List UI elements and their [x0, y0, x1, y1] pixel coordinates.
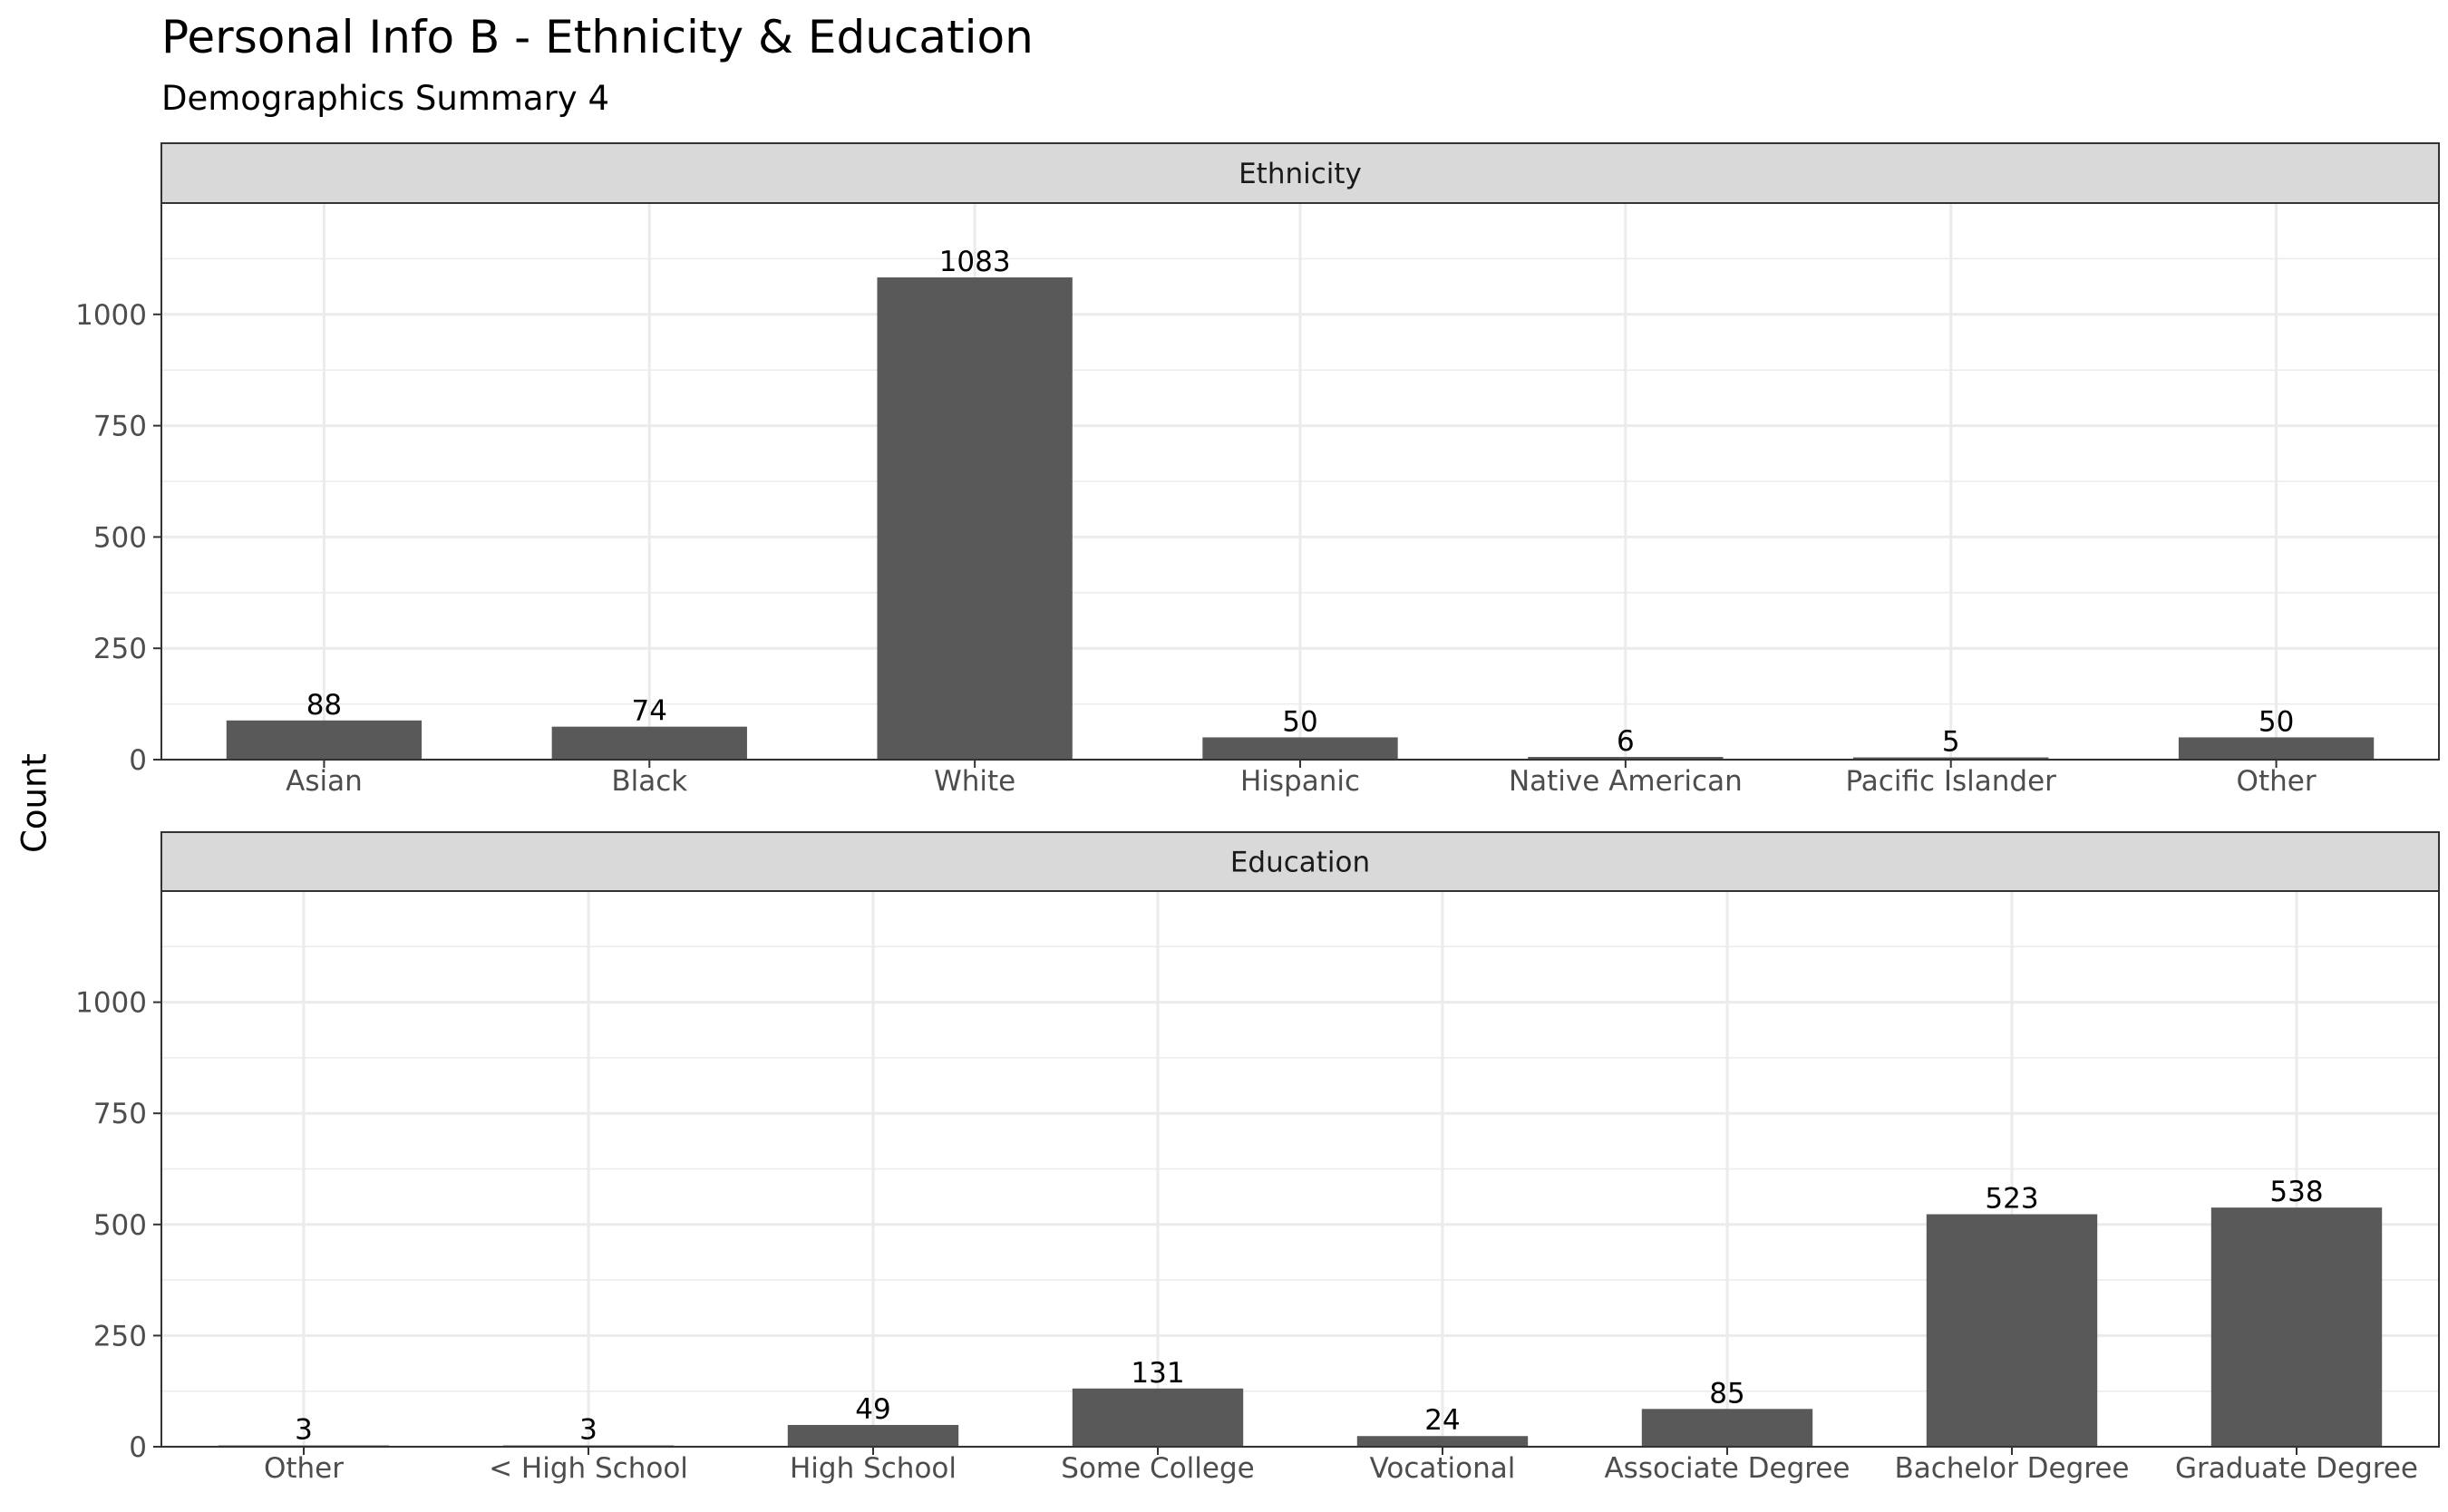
bar-education [2210, 1207, 2383, 1447]
bar-ethnicity [226, 720, 423, 760]
x-tick-label: Bachelor Degree [1894, 1452, 2129, 1485]
data-label: 1083 [939, 246, 1011, 278]
data-label: 50 [2259, 705, 2294, 738]
facet-strip-label: Ethnicity [1239, 158, 1362, 190]
y-tick-label: 1000 [75, 299, 147, 332]
bar-ethnicity [1202, 737, 1398, 760]
bar-education [787, 1424, 959, 1447]
chart-title: Personal Info B - Ethnicity & Education [161, 11, 1034, 63]
bar-ethnicity [2178, 737, 2375, 760]
x-tick-label: Other [264, 1452, 344, 1485]
data-label: 3 [579, 1414, 597, 1447]
bar-education [1926, 1214, 2098, 1447]
x-tick-label: High School [790, 1452, 957, 1485]
bar-education [1356, 1436, 1529, 1447]
bar-ethnicity [1853, 757, 2049, 760]
y-tick-label: 250 [93, 633, 147, 665]
x-tick-label: Other [2237, 765, 2317, 798]
x-tick-label: Vocational [1370, 1452, 1516, 1485]
x-tick-label: Associate Degree [1604, 1452, 1850, 1485]
y-tick-label: 1000 [75, 987, 147, 1020]
y-tick-label: 250 [93, 1320, 147, 1352]
facet-strip-label: Education [1230, 847, 1370, 879]
bar-ethnicity [1528, 757, 1724, 760]
y-tick-label: 750 [93, 411, 147, 443]
data-label: 6 [1617, 725, 1635, 758]
y-tick-label: 0 [129, 744, 147, 777]
data-label: 538 [2269, 1176, 2323, 1208]
facet-strip [160, 831, 2440, 892]
data-label: 523 [1985, 1183, 2038, 1216]
bar-education [1072, 1388, 1244, 1447]
x-tick-label: Black [611, 765, 687, 798]
x-tick-label: Some College [1061, 1452, 1254, 1485]
x-tick-label: Asian [286, 765, 363, 798]
data-label: 5 [1942, 726, 1960, 759]
facet-strip [160, 142, 2440, 204]
y-tick-label: 0 [129, 1431, 147, 1464]
x-tick-label: White [934, 765, 1015, 798]
bar-education [1641, 1409, 1813, 1447]
x-tick-label: Graduate Degree [2175, 1452, 2418, 1485]
data-label: 131 [1131, 1357, 1184, 1390]
y-tick-label: 750 [93, 1098, 147, 1130]
bar-ethnicity [551, 726, 747, 760]
y-tick-label: 500 [93, 521, 147, 554]
x-tick-label: < High School [489, 1452, 688, 1485]
x-tick-label: Pacific Islander [1845, 765, 2056, 798]
data-label: 24 [1424, 1404, 1460, 1437]
y-tick-label: 500 [93, 1209, 147, 1242]
data-label: 85 [1709, 1377, 1744, 1410]
data-label: 3 [295, 1414, 313, 1447]
x-tick-label: Native American [1509, 765, 1743, 798]
data-label: 74 [632, 695, 667, 728]
data-label: 50 [1282, 705, 1317, 738]
data-label: 88 [306, 689, 342, 722]
chart-subtitle: Demographics Summary 4 [161, 79, 610, 118]
bar-ethnicity [877, 277, 1073, 760]
data-label: 49 [855, 1393, 890, 1426]
x-tick-label: Hispanic [1240, 765, 1360, 798]
